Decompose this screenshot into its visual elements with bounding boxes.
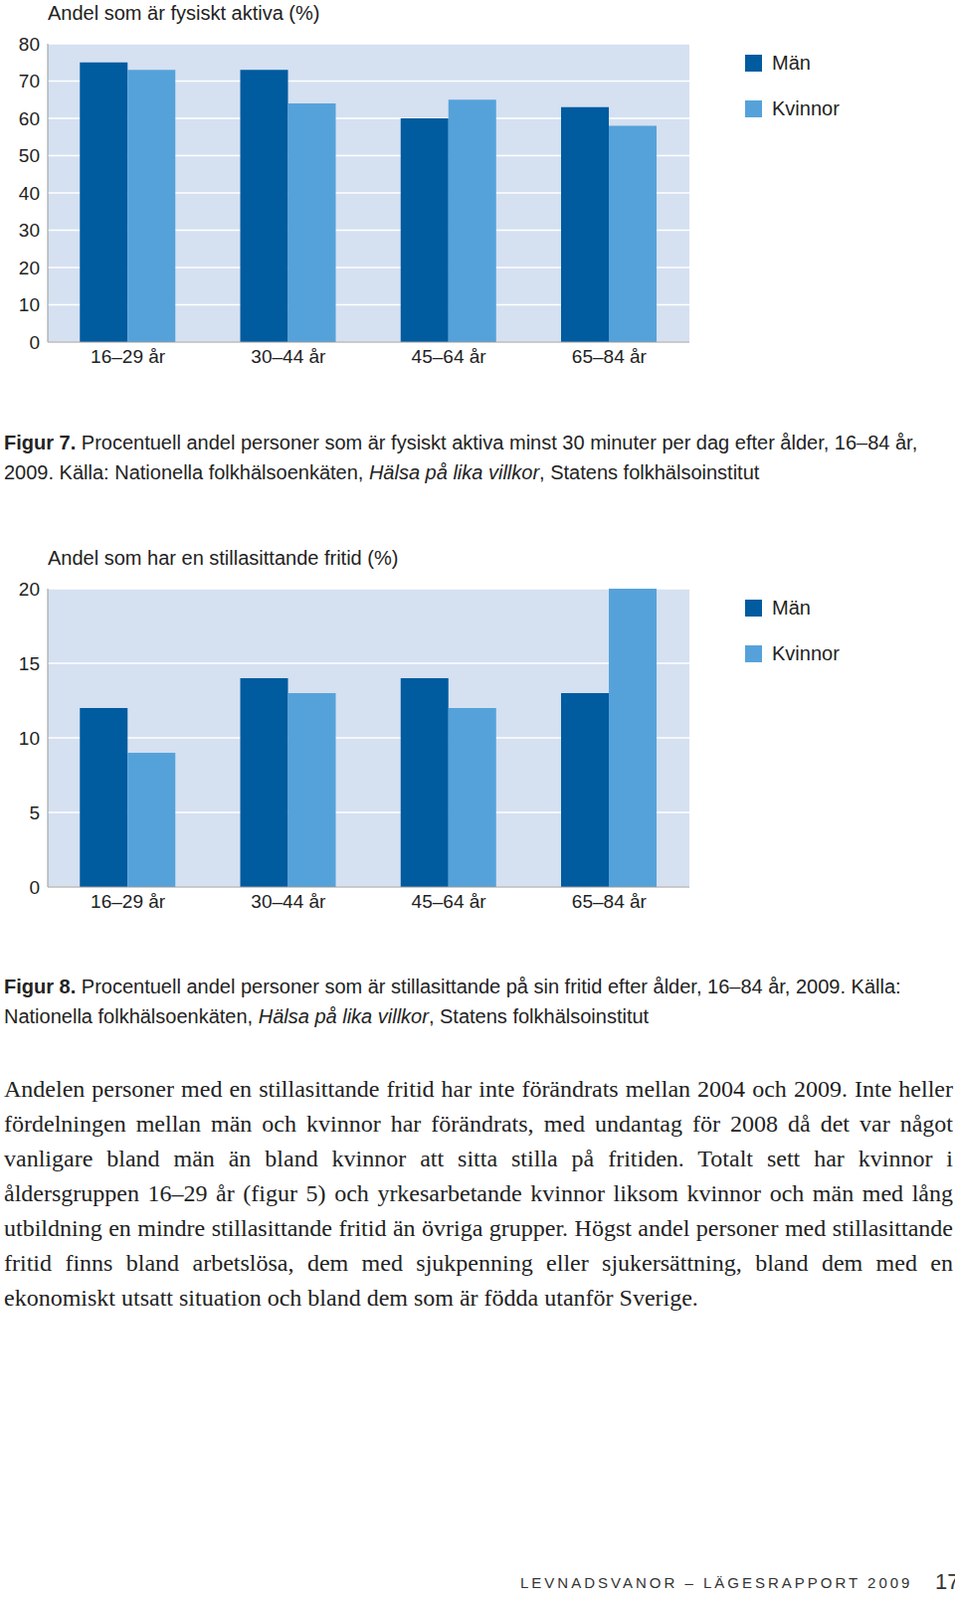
html-text:Andelen personer med en stilla: Andelen personer med en stillasittande f… [3, 1076, 954, 1312]
svg-text:15: 15 [18, 653, 40, 675]
svg-text:10: 10 [18, 728, 40, 750]
svg-text:16–29 år: 16–29 år [90, 891, 167, 913]
html-text:Andel som har en stillasittand: Andel som har en stillasittande fritid (… [47, 547, 399, 570]
html-text:Män: Män [771, 51, 811, 74]
svg-text:40: 40 [18, 183, 40, 204]
svg-text:65–84 år: 65–84 år [572, 891, 648, 913]
svg-text:0: 0 [28, 877, 40, 899]
html-text:Kvinnor: Kvinnor [771, 96, 840, 119]
svg-text:65–84 år: 65–84 år [572, 346, 648, 368]
html-text:Figur 7. Procentuell andel per: Figur 7. Procentuell andel personer som … [3, 431, 918, 484]
svg-text:16–29 år: 16–29 år [90, 346, 167, 368]
html-text:Andel som är fysiskt aktiva (%: Andel som är fysiskt aktiva (%) [47, 1, 320, 24]
html-text:LEVNADSVANOR – LÄGESRAPPORT 20: LEVNADSVANOR – LÄGESRAPPORT 2009 [520, 1574, 913, 1592]
svg-text:45–64 år: 45–64 år [411, 346, 488, 368]
svg-text:20: 20 [18, 578, 40, 600]
svg-text:45–64 år: 45–64 år [411, 891, 488, 913]
svg-text:70: 70 [18, 70, 40, 92]
svg-text:5: 5 [28, 802, 40, 824]
svg-text:30–44 år: 30–44 år [250, 891, 327, 913]
html-text:Kvinnor: Kvinnor [771, 642, 840, 665]
html-text:Figur 8. Procentuell andel per: Figur 8. Procentuell andel personer som … [3, 975, 901, 1028]
svg-text:60: 60 [18, 108, 40, 130]
svg-text:30: 30 [18, 219, 40, 241]
svg-text:80: 80 [18, 33, 40, 55]
svg-text:50: 50 [18, 145, 40, 167]
svg-text:30–44 år: 30–44 år [250, 346, 327, 368]
svg-text:10: 10 [18, 294, 40, 316]
svg-text:20: 20 [18, 257, 40, 279]
svg-text:0: 0 [28, 332, 40, 354]
html-text:Män: Män [771, 596, 811, 619]
